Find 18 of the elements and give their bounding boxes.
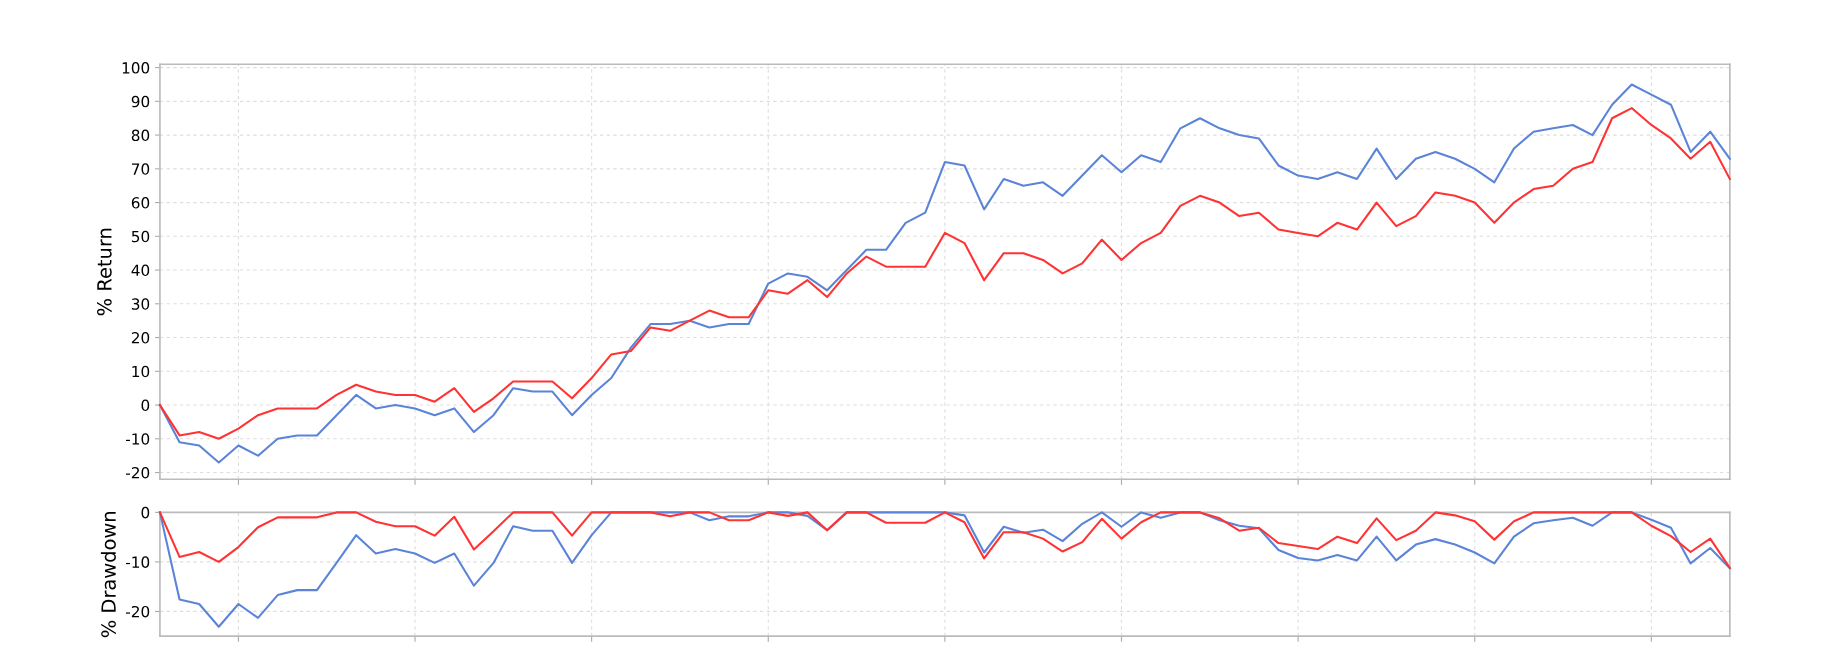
y-tick-label: 0 [141, 506, 150, 519]
y-tick-label: -10 [126, 556, 150, 568]
y-tick-label: 90 [131, 95, 150, 108]
y-axis-title: % Return [97, 228, 112, 316]
y-tick-label: 70 [132, 163, 150, 175]
y-tick-label: 60 [131, 197, 150, 209]
y-tick-label: 0 [141, 399, 150, 412]
y-tick-label: -20 [126, 605, 150, 618]
y-tick-label: 50 [131, 230, 150, 243]
y-tick-label: 30 [131, 298, 150, 310]
y-tick-label: -10 [126, 433, 150, 445]
y-tick-label: 80 [131, 129, 150, 142]
y-tick-label: 100 [122, 62, 150, 74]
y-axis-title: % Drawdown [100, 511, 116, 638]
y-tick-label: -20 [126, 467, 150, 479]
y-tick-label: 20 [131, 332, 150, 344]
y-tick-label: 10 [132, 365, 150, 378]
y-tick-label: 40 [131, 264, 150, 277]
